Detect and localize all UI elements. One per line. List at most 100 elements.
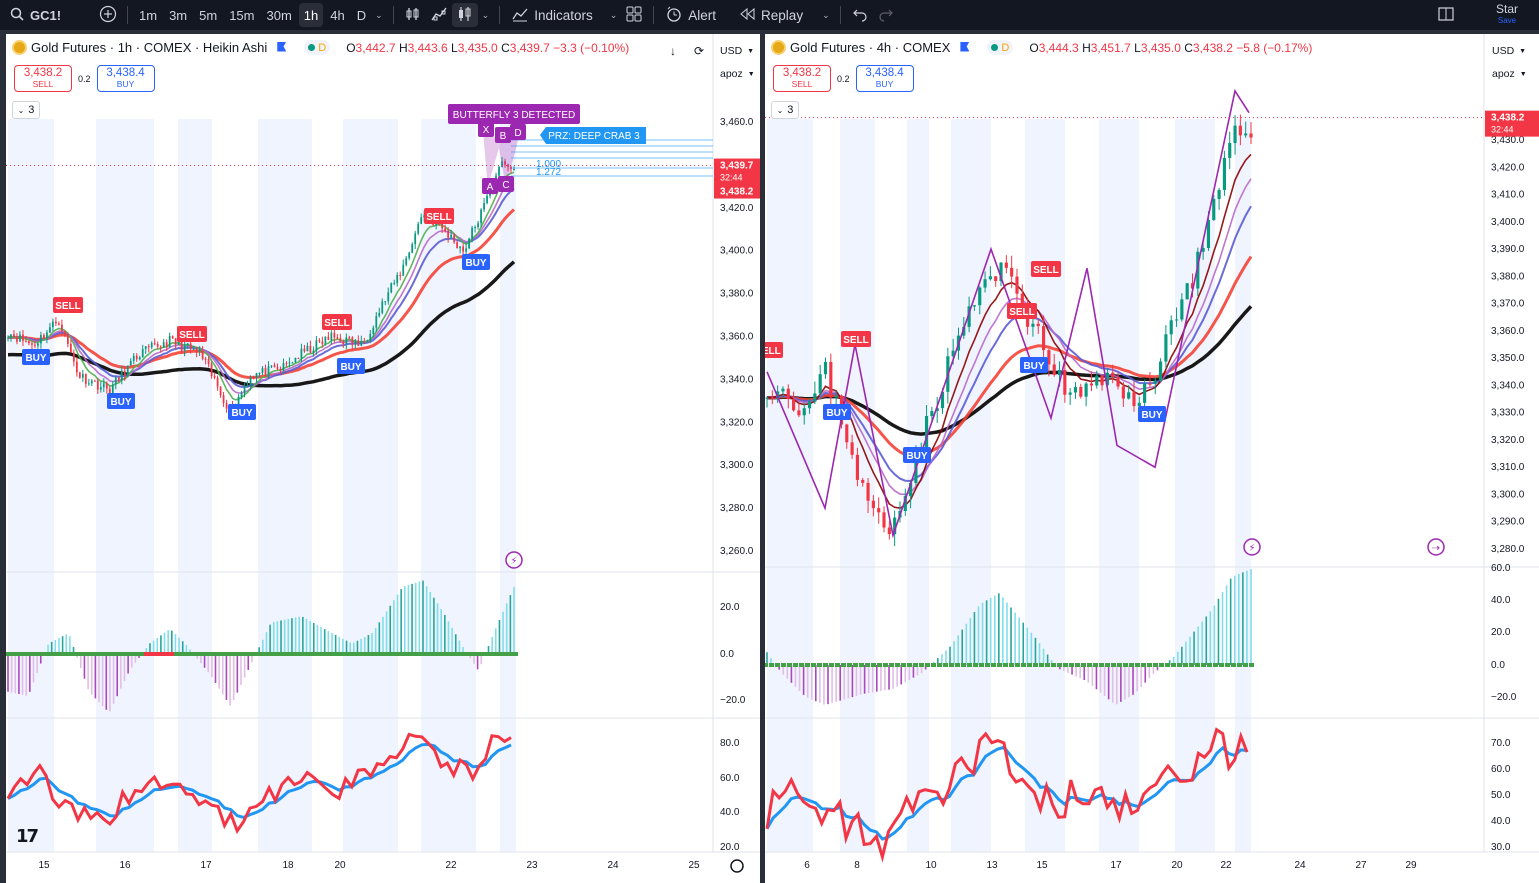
time-tick-label: 17 xyxy=(1110,860,1122,871)
toolbar-right: Star Save xyxy=(1433,0,1539,30)
indicator-legend-toggle[interactable]: ⌄ 3 xyxy=(771,101,799,119)
time-tick-label: 24 xyxy=(1294,860,1306,871)
scale-mode-select[interactable]: apoz ▼ xyxy=(1492,68,1527,80)
candle-body xyxy=(1164,334,1168,362)
candle-body xyxy=(81,373,84,378)
candle-body xyxy=(486,195,488,204)
chart-style-chevron-down-icon[interactable]: ⌄ xyxy=(481,9,490,20)
chart-panel-1h[interactable]: 3,460.03,440.03,420.03,400.03,380.03,360… xyxy=(6,34,760,883)
candle-body xyxy=(887,527,891,535)
redo-button[interactable] xyxy=(873,3,899,27)
candle-body xyxy=(765,397,769,399)
candle-body xyxy=(1153,380,1157,384)
candle-style-button[interactable] xyxy=(451,3,478,27)
candle-body xyxy=(507,164,509,167)
candle-body xyxy=(850,442,854,455)
interval-30m[interactable]: 30m xyxy=(266,7,292,23)
candle-body xyxy=(318,340,321,342)
interval-15m[interactable]: 15m xyxy=(229,7,255,23)
sell-button[interactable]: 3,438.2 SELL xyxy=(14,65,72,92)
alert-button[interactable]: Alert xyxy=(660,3,721,27)
replay-chevron-down-icon[interactable]: ⌄ xyxy=(822,9,830,20)
interval-5m[interactable]: 5m xyxy=(199,7,218,23)
rsi-tick-label: 30.0 xyxy=(1491,842,1511,853)
candle-body xyxy=(1116,377,1120,387)
buy-button[interactable]: 3,438.4 BUY xyxy=(855,65,914,92)
toggle-panel-button[interactable] xyxy=(1433,3,1459,27)
buy-signal-badge xyxy=(823,404,851,420)
currency-select[interactable]: USD ▼ xyxy=(720,45,754,57)
scale-mode-select[interactable]: apoz ▼ xyxy=(720,68,755,80)
compare-symbol-button[interactable] xyxy=(95,3,121,27)
candle-body xyxy=(309,345,312,353)
interval-D[interactable]: D xyxy=(356,7,367,23)
undo-button[interactable] xyxy=(847,3,873,27)
chart-panel-4h[interactable]: 3,430.0 3,420.0 3,410.0 3,400.0 3,390.0 3,380… xyxy=(765,34,1539,883)
session-shade xyxy=(178,119,212,852)
symbol-search-button[interactable]: GC1! xyxy=(0,3,95,27)
candle-body xyxy=(345,337,348,345)
flag-icon[interactable] xyxy=(960,42,971,54)
currency-select[interactable]: USD ▼ xyxy=(1492,45,1526,57)
osc-tick-label: 40.0 xyxy=(1491,595,1511,606)
candle-body xyxy=(252,377,255,379)
indicator-legend-toggle[interactable]: ⌄ 3 xyxy=(12,101,40,119)
candle-body xyxy=(802,408,806,416)
market-status-badge[interactable]: D xyxy=(987,40,1014,55)
candle-body xyxy=(288,362,291,364)
candle-body xyxy=(1079,386,1083,397)
candle-body xyxy=(1004,262,1008,268)
ema-fast-line xyxy=(7,171,515,401)
candle-body xyxy=(207,359,210,365)
time-tick-label: 23 xyxy=(526,860,538,871)
layouts-button[interactable] xyxy=(621,3,647,27)
indicators-button[interactable]: Indicators xyxy=(506,3,598,27)
ohlc-open: 3,444.3 xyxy=(1038,40,1079,55)
flag-icon[interactable] xyxy=(277,42,288,54)
fib-label: 1.000 xyxy=(536,159,561,170)
price-tick-label: 3,400.0 xyxy=(1491,217,1525,228)
tradingview-logo[interactable]: 17 xyxy=(16,826,39,847)
candle-body xyxy=(483,203,485,210)
interval-chevron-down-icon[interactable]: ⌄ xyxy=(375,9,383,20)
session-shade xyxy=(8,119,54,852)
bars-icon xyxy=(404,5,422,26)
price-tick-label: 3,340.0 xyxy=(1491,380,1525,391)
chart-canvas-4h[interactable]: 3,430.0 3,420.0 3,410.0 3,400.0 3,390.0 3,380… xyxy=(765,34,1539,883)
pattern-point-badge xyxy=(478,121,494,137)
indicators-chevron-down-icon[interactable]: ⌄ xyxy=(609,9,618,20)
interval-1h[interactable]: 1h xyxy=(298,3,324,27)
price-tick-label: 3,280.0 xyxy=(720,503,754,514)
market-status-badge[interactable]: D xyxy=(304,40,331,55)
fullscreen-button[interactable]: ⟳ xyxy=(690,42,708,60)
sell-label: SELL xyxy=(791,78,813,89)
candle-body xyxy=(999,262,1003,282)
candle-body xyxy=(1196,251,1200,289)
replay-button[interactable]: Replay xyxy=(735,3,808,27)
candle-body xyxy=(111,384,114,394)
bar-style-button[interactable] xyxy=(400,3,426,27)
candle-body xyxy=(903,496,907,511)
buy-button[interactable]: 3,438.4 BUY xyxy=(96,65,155,92)
interval-4h[interactable]: 4h xyxy=(330,7,345,23)
interval-3m[interactable]: 3m xyxy=(169,7,188,23)
indicators-icon xyxy=(511,5,529,26)
time-tick-label: 8 xyxy=(854,860,860,871)
pattern-detected-badge xyxy=(448,104,580,124)
line-style-button[interactable] xyxy=(426,3,452,27)
ema-violet-line xyxy=(7,178,515,394)
price-tick-label: 3,260.0 xyxy=(720,546,754,557)
sell-button[interactable]: 3,438.2 SELL xyxy=(773,65,831,92)
refresh-square-icon: ⟳ xyxy=(693,44,705,58)
interval-1m[interactable]: 1m xyxy=(139,7,158,23)
scroll-down-button[interactable]: ↓ xyxy=(664,42,682,60)
buy-signal-badge xyxy=(462,254,490,270)
candle-body xyxy=(444,228,447,231)
signal-label: SELL xyxy=(765,346,781,357)
save-button[interactable]: Star Save xyxy=(1475,3,1539,26)
candle-body xyxy=(1169,320,1173,335)
chart-canvas-1h[interactable]: 3,460.03,440.03,420.03,400.03,380.03,360… xyxy=(6,34,760,883)
candle-body xyxy=(93,380,96,382)
candle-body xyxy=(818,374,822,394)
rsi-tick-label: 60.0 xyxy=(1491,764,1511,775)
